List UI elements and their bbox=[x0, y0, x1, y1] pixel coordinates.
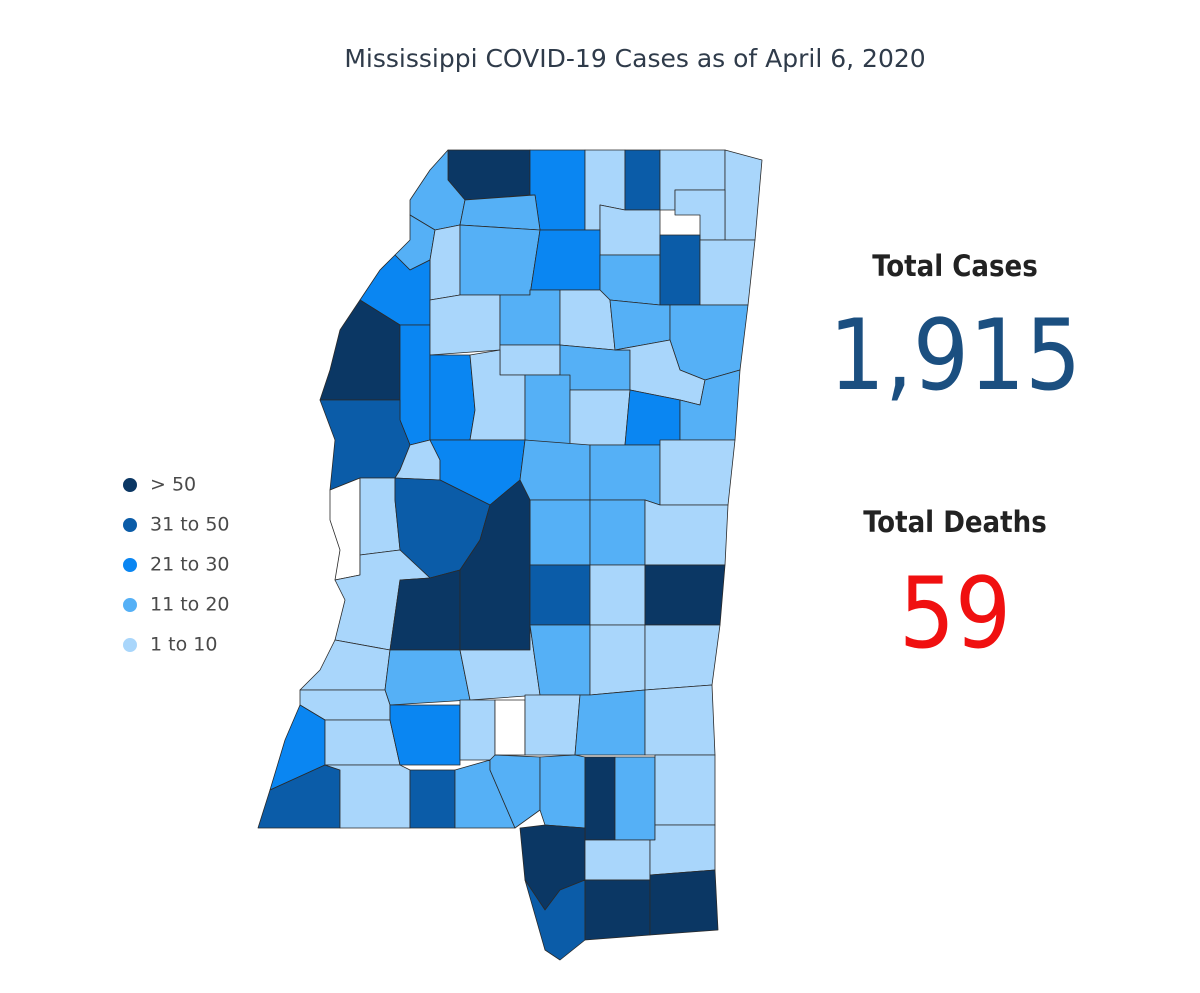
county bbox=[494, 699, 526, 756]
county bbox=[399, 324, 431, 446]
county bbox=[649, 824, 716, 876]
county bbox=[584, 879, 651, 941]
deaths-label: Total Deaths bbox=[863, 505, 1047, 539]
county bbox=[459, 224, 541, 296]
county bbox=[384, 649, 471, 706]
county bbox=[669, 304, 749, 381]
legend-swatch bbox=[123, 518, 137, 532]
legend-label: 31 to 50 bbox=[150, 514, 230, 536]
county bbox=[429, 224, 461, 301]
county bbox=[529, 564, 591, 626]
county bbox=[324, 719, 401, 766]
county bbox=[624, 389, 681, 446]
legend-label: > 50 bbox=[150, 474, 196, 496]
county bbox=[584, 756, 616, 841]
legend-label: 21 to 30 bbox=[150, 554, 230, 576]
county bbox=[724, 149, 763, 241]
county bbox=[614, 756, 656, 841]
county bbox=[524, 374, 571, 446]
county bbox=[459, 194, 541, 231]
county bbox=[654, 754, 716, 826]
deaths-value: 59 bbox=[899, 557, 1011, 671]
county bbox=[644, 564, 726, 626]
county bbox=[529, 499, 591, 566]
cases-value: 1,915 bbox=[829, 299, 1081, 413]
legend-swatch bbox=[123, 598, 137, 612]
county bbox=[699, 239, 756, 306]
county bbox=[644, 624, 721, 691]
county bbox=[429, 294, 501, 356]
title: Mississippi COVID-19 Cases as of April 6… bbox=[344, 44, 925, 73]
county bbox=[459, 699, 496, 761]
county bbox=[529, 229, 601, 296]
legend-label: 11 to 20 bbox=[150, 594, 230, 616]
county bbox=[574, 689, 646, 756]
county bbox=[589, 499, 646, 566]
county bbox=[539, 754, 586, 829]
legend: > 50 31 to 50 21 to 30 11 to 20 1 to 10 bbox=[123, 474, 230, 656]
county bbox=[529, 624, 591, 696]
cases-label: Total Cases bbox=[872, 249, 1037, 283]
county bbox=[359, 477, 401, 556]
county bbox=[389, 569, 461, 651]
legend-swatch bbox=[123, 478, 137, 492]
county bbox=[499, 344, 561, 376]
legend-swatch bbox=[123, 638, 137, 652]
legend-swatch bbox=[123, 558, 137, 572]
county bbox=[559, 289, 616, 351]
county bbox=[649, 869, 719, 936]
state-map bbox=[257, 149, 763, 961]
county bbox=[644, 684, 716, 756]
county bbox=[519, 439, 591, 501]
county bbox=[589, 564, 646, 626]
county bbox=[409, 769, 456, 829]
county bbox=[499, 289, 561, 346]
county bbox=[674, 189, 726, 241]
county bbox=[524, 694, 581, 756]
county bbox=[329, 477, 361, 581]
county bbox=[429, 354, 476, 441]
legend-label: 1 to 10 bbox=[150, 634, 217, 656]
county bbox=[299, 639, 391, 691]
county bbox=[589, 444, 661, 506]
county bbox=[584, 839, 651, 881]
county bbox=[624, 149, 661, 211]
county bbox=[447, 149, 531, 201]
county bbox=[599, 254, 661, 306]
county bbox=[599, 204, 661, 256]
county bbox=[559, 344, 631, 391]
county bbox=[659, 234, 701, 306]
county bbox=[389, 704, 461, 766]
county bbox=[644, 499, 729, 566]
county bbox=[659, 439, 736, 506]
county bbox=[569, 389, 631, 446]
county bbox=[589, 624, 646, 696]
